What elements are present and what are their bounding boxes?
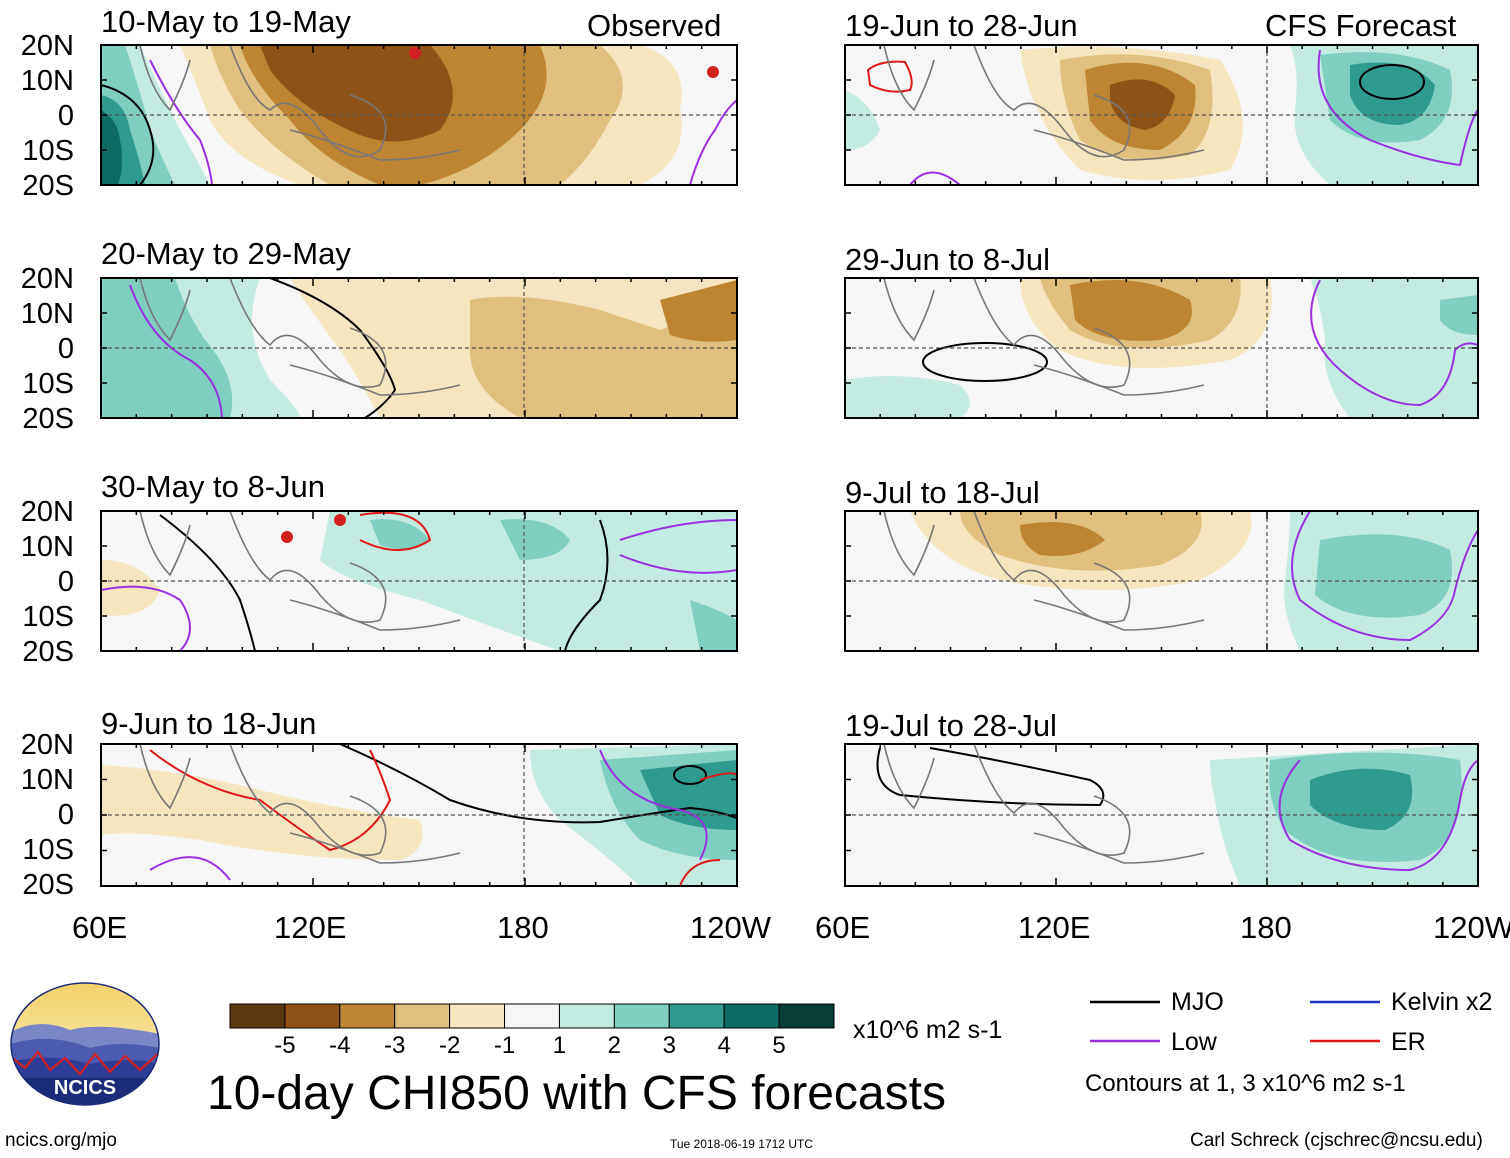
- map-panels: [0, 0, 1510, 1158]
- footer-author: Carl Schreck (cjschrec@ncsu.edu): [1190, 1130, 1483, 1152]
- colorbar-tick-label: 4: [708, 1034, 740, 1058]
- colorbar-units: x10^6 m2 s-1: [853, 1016, 1002, 1045]
- cyclone-marker-icon: [334, 514, 346, 526]
- lat-label: 20N: [8, 498, 74, 527]
- colorbar-swatch: [395, 1004, 450, 1028]
- colorbar: [228, 1002, 836, 1032]
- ncics-logo: NCICS: [10, 982, 160, 1106]
- panel-5-title: 19-Jun to 28-Jun: [845, 10, 1078, 41]
- forecast-header: CFS Forecast: [1265, 10, 1456, 41]
- lat-label: 0: [8, 801, 74, 830]
- lat-label: 10N: [8, 766, 74, 795]
- colorbar-swatch: [724, 1004, 779, 1028]
- cyclone-marker-icon: [281, 531, 293, 543]
- lon-label: 60E: [72, 912, 127, 943]
- colorbar-swatch: [285, 1004, 340, 1028]
- colorbar-tick-label: -5: [269, 1034, 301, 1058]
- lon-label: 120E: [1018, 912, 1090, 943]
- panel-7-title: 9-Jul to 18-Jul: [845, 477, 1040, 508]
- colorbar-tick-label: -1: [489, 1034, 521, 1058]
- lat-label: 0: [8, 568, 74, 597]
- lon-label: 180: [497, 912, 549, 943]
- cyclone-marker-icon: [707, 66, 719, 78]
- colorbar-tick-label: 2: [598, 1034, 630, 1058]
- lat-label: 10N: [8, 67, 74, 96]
- colorbar-swatch: [230, 1004, 285, 1028]
- lat-label: 20N: [8, 32, 74, 61]
- lat-label: 10N: [8, 300, 74, 329]
- colorbar-tick-label: -3: [379, 1034, 411, 1058]
- colorbar-swatch: [669, 1004, 724, 1028]
- lon-label: 180: [1240, 912, 1292, 943]
- panel-8-title: 19-Jul to 28-Jul: [845, 710, 1057, 741]
- panel-6-title: 29-Jun to 8-Jul: [845, 244, 1050, 275]
- lat-label: 0: [8, 102, 74, 131]
- footer-timestamp: Tue 2018-06-19 1712 UTC: [670, 1137, 813, 1151]
- colorbar-tick-label: 3: [653, 1034, 685, 1058]
- lat-label: 20S: [8, 172, 74, 201]
- colorbar-tick-label: -2: [434, 1034, 466, 1058]
- colorbar-swatch: [559, 1004, 614, 1028]
- lat-label: 10S: [8, 836, 74, 865]
- legend-er-label: ER: [1391, 1028, 1426, 1057]
- lat-label: 10S: [8, 603, 74, 632]
- colorbar-swatch: [450, 1004, 505, 1028]
- lat-label: 20S: [8, 871, 74, 900]
- panel-3-title: 30-May to 8-Jun: [101, 471, 325, 502]
- panel-2-title: 20-May to 29-May: [101, 238, 351, 269]
- lon-label: 60E: [815, 912, 870, 943]
- logo-text: NCICS: [54, 1077, 116, 1099]
- lat-label: 20N: [8, 731, 74, 760]
- lat-label: 0: [8, 335, 74, 364]
- colorbar-tick-label: 5: [763, 1034, 795, 1058]
- colorbar-tick-label: 1: [543, 1034, 575, 1058]
- lon-label: 120W: [1433, 912, 1510, 943]
- footer-url[interactable]: ncics.org/mjo: [5, 1130, 117, 1152]
- legend-mjo-label: MJO: [1171, 988, 1224, 1017]
- lat-label: 10S: [8, 370, 74, 399]
- colorbar-swatch: [340, 1004, 395, 1028]
- colorbar-swatch: [779, 1004, 834, 1028]
- observed-header: Observed: [587, 10, 721, 41]
- lon-label: 120W: [690, 912, 771, 943]
- legend-kelvin-label: Kelvin x2: [1391, 988, 1492, 1017]
- lon-label: 120E: [274, 912, 346, 943]
- chart-title: 10-day CHI850 with CFS forecasts: [207, 1066, 946, 1121]
- lat-label: 10N: [8, 533, 74, 562]
- legend-low-label: Low: [1171, 1028, 1217, 1057]
- lat-label: 10S: [8, 137, 74, 166]
- lat-label: 20S: [8, 638, 74, 667]
- colorbar-swatch: [505, 1004, 560, 1028]
- lat-label: 20N: [8, 265, 74, 294]
- colorbar-tick-label: -4: [324, 1034, 356, 1058]
- contour-note: Contours at 1, 3 x10^6 m2 s-1: [1085, 1070, 1406, 1098]
- panel-4-title: 9-Jun to 18-Jun: [101, 708, 316, 739]
- colorbar-swatch: [614, 1004, 669, 1028]
- panel-1-title: 10-May to 19-May: [101, 6, 351, 37]
- lat-label: 20S: [8, 405, 74, 434]
